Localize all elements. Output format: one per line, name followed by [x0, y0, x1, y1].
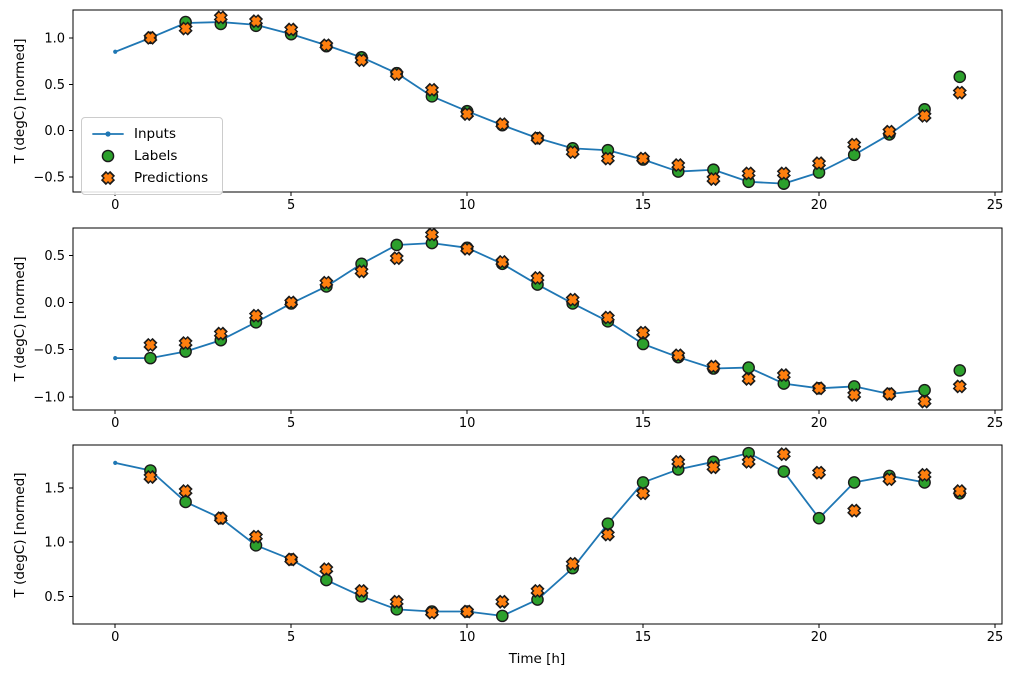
- subplot-3: 0 5 10 15 20 25 0.5 1.0 1.5: [44, 444, 1003, 645]
- svg-text:0.0: 0.0: [44, 124, 65, 139]
- svg-text:1.5: 1.5: [44, 481, 65, 496]
- svg-text:10: 10: [459, 630, 476, 645]
- x-axis-ticks: 0 5 10 15 20 25: [111, 192, 1003, 213]
- svg-text:5: 5: [287, 198, 295, 213]
- svg-text:0.5: 0.5: [44, 249, 65, 264]
- axes-frame: [72, 227, 1003, 411]
- svg-text:10: 10: [459, 198, 476, 213]
- svg-text:5: 5: [287, 630, 295, 645]
- predictions-x-icon: [100, 170, 116, 186]
- labels-circle-icon: [101, 149, 115, 163]
- svg-text:25: 25: [987, 416, 1004, 431]
- y-axis-ticks: −1.0 −0.5 0.0 0.5: [33, 249, 73, 405]
- svg-text:0.5: 0.5: [44, 78, 65, 93]
- inputs-line-icon: [92, 131, 124, 137]
- xlabel-time: Time [h]: [508, 651, 566, 667]
- legend-item-inputs: Inputs: [91, 123, 208, 145]
- x-axis-ticks: 0 5 10 15 20 25: [111, 624, 1003, 645]
- series-predictions: [143, 227, 967, 409]
- series-inputs: [113, 19, 927, 186]
- legend-label-labels: Labels: [134, 148, 178, 164]
- ylabel-subplot-2: T (degC) [normed]: [12, 256, 28, 382]
- y-axis-ticks: 0.5 1.0 1.5: [44, 481, 73, 605]
- svg-text:−0.5: −0.5: [33, 343, 65, 358]
- svg-text:1.0: 1.0: [44, 536, 65, 551]
- series-inputs: [113, 240, 927, 397]
- svg-text:−1.0: −1.0: [33, 390, 65, 405]
- series-inputs: [113, 451, 927, 618]
- svg-text:20: 20: [811, 198, 828, 213]
- svg-text:0.5: 0.5: [44, 590, 65, 605]
- series-labels: [144, 446, 967, 623]
- legend-item-labels: Labels: [91, 145, 208, 167]
- svg-text:15: 15: [635, 630, 652, 645]
- svg-text:0: 0: [111, 416, 119, 431]
- series-predictions: [143, 10, 967, 187]
- svg-text:15: 15: [635, 416, 652, 431]
- axes-frame: [72, 9, 1003, 193]
- legend-label-inputs: Inputs: [134, 126, 176, 142]
- legend-label-predictions: Predictions: [134, 170, 209, 186]
- ylabel-subplot-1: T (degC) [normed]: [12, 38, 28, 164]
- x-axis-ticks: 0 5 10 15 20 25: [111, 410, 1003, 431]
- subplot-2: 0 5 10 15 20 25 −1.0 −0.5 0.0 0.5: [33, 227, 1003, 431]
- legend: Inputs Labels Predictions: [81, 117, 224, 195]
- svg-text:25: 25: [987, 198, 1004, 213]
- svg-text:20: 20: [811, 416, 828, 431]
- svg-text:5: 5: [287, 416, 295, 431]
- svg-text:−0.5: −0.5: [33, 171, 65, 186]
- svg-text:0: 0: [111, 630, 119, 645]
- svg-text:1.0: 1.0: [44, 31, 65, 46]
- subplot-1: 0 5 10 15 20 25 −0.5 0.0 0.5 1.0: [33, 9, 1003, 213]
- svg-text:20: 20: [811, 630, 828, 645]
- svg-text:10: 10: [459, 416, 476, 431]
- series-labels: [144, 236, 967, 401]
- y-axis-ticks: −0.5 0.0 0.5 1.0: [33, 31, 73, 186]
- svg-text:0: 0: [111, 198, 119, 213]
- legend-item-predictions: Predictions: [91, 167, 208, 189]
- ylabel-subplot-3: T (degC) [normed]: [12, 472, 28, 598]
- svg-text:0.0: 0.0: [44, 296, 65, 311]
- series-predictions: [143, 447, 967, 620]
- svg-text:25: 25: [987, 630, 1004, 645]
- axes-frame: [72, 444, 1003, 625]
- series-labels: [144, 15, 967, 190]
- svg-text:15: 15: [635, 198, 652, 213]
